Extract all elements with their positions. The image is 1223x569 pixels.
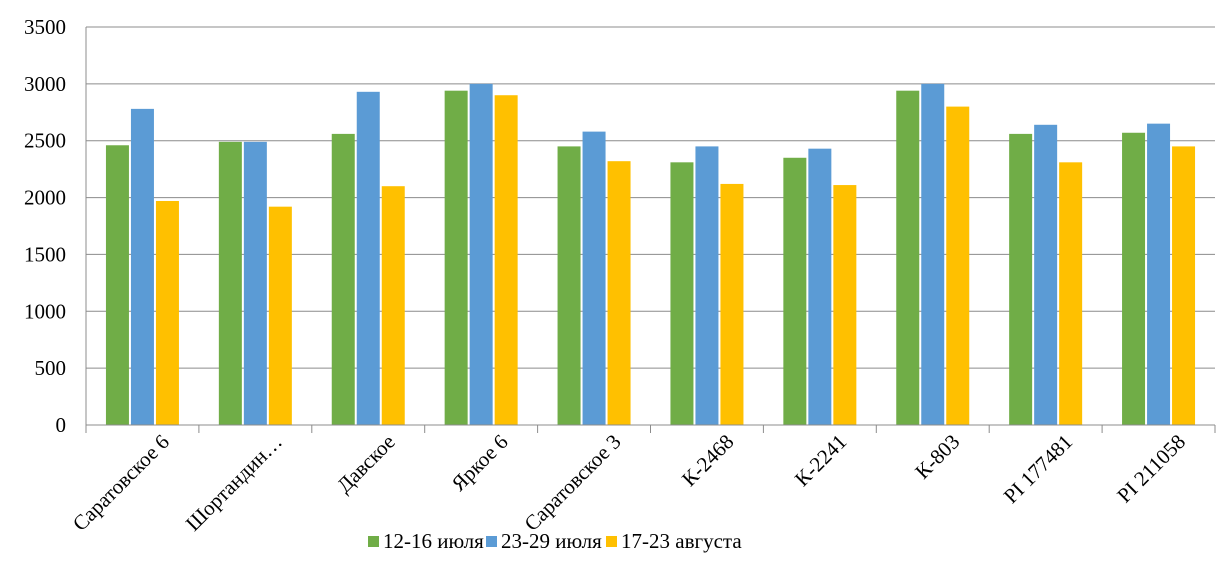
bar-2 xyxy=(808,148,832,425)
bar-1 xyxy=(1122,132,1146,426)
bar-1 xyxy=(896,90,920,426)
bar-2 xyxy=(1034,124,1058,426)
bar-2 xyxy=(921,83,945,425)
bar-3 xyxy=(607,161,631,425)
x-category-label: Саратовское 3 xyxy=(519,430,625,536)
bar-1 xyxy=(218,141,242,425)
y-tick-label: 500 xyxy=(35,356,67,380)
x-category-label: PI 177481 xyxy=(999,430,1077,508)
x-category-label: Давское xyxy=(332,430,400,498)
bar-2 xyxy=(695,146,719,425)
bars xyxy=(105,83,1196,426)
x-category-label: Яркое 6 xyxy=(447,430,513,496)
bar-1 xyxy=(1009,133,1033,426)
y-tick-label: 1500 xyxy=(24,242,66,266)
y-axis-ticks: 0 500 1000 1500 2000 2500 3000 3500 xyxy=(24,15,66,437)
x-axis xyxy=(85,27,1216,433)
bar-3 xyxy=(155,200,179,425)
x-category-label: Шортандин… xyxy=(181,430,287,536)
bar-1 xyxy=(670,162,694,425)
y-tick-label: 2000 xyxy=(24,186,66,210)
legend-swatch xyxy=(368,536,379,547)
legend-swatch xyxy=(486,536,497,547)
bar-1 xyxy=(783,157,807,425)
bar-3 xyxy=(268,206,292,425)
bar-1 xyxy=(557,146,581,425)
bar-3 xyxy=(494,95,518,425)
bar-2 xyxy=(582,131,606,426)
bar-1 xyxy=(331,133,355,426)
y-tick-label: 3000 xyxy=(24,72,66,96)
category-labels: Саратовское 6 Шортандин… Давское Яркое 6 Сар… xyxy=(68,430,1190,536)
legend-swatch xyxy=(606,536,617,547)
x-category-label: К-803 xyxy=(910,430,964,484)
bar-2 xyxy=(243,141,267,425)
bar-3 xyxy=(381,186,405,425)
bar-3 xyxy=(833,185,857,425)
bar-1 xyxy=(105,145,129,425)
legend-label: 23-29 июля xyxy=(501,529,602,553)
x-category-label: К-2241 xyxy=(790,430,852,492)
bar-3 xyxy=(1172,146,1196,425)
x-category-label: PI 211058 xyxy=(1112,430,1190,508)
bar-3 xyxy=(720,183,744,425)
legend-label: 17-23 августа xyxy=(621,529,742,553)
bar-2 xyxy=(1147,123,1171,426)
x-category-label: К-2468 xyxy=(677,430,739,492)
bar-2 xyxy=(130,108,154,426)
legend-label: 12-16 июля xyxy=(383,529,484,553)
bar-2 xyxy=(469,83,493,425)
legend: 12-16 июля 23-29 июля 17-23 августа xyxy=(368,529,742,553)
bar-3 xyxy=(946,106,970,425)
y-tick-label: 2500 xyxy=(24,129,66,153)
x-category-label: Саратовское 6 xyxy=(68,430,174,536)
y-tick-label: 1000 xyxy=(24,299,66,323)
y-tick-label: 0 xyxy=(56,413,67,437)
bar-3 xyxy=(1059,162,1083,425)
y-tick-label: 3500 xyxy=(24,15,66,39)
bar-1 xyxy=(444,90,468,426)
bar-2 xyxy=(356,91,380,426)
